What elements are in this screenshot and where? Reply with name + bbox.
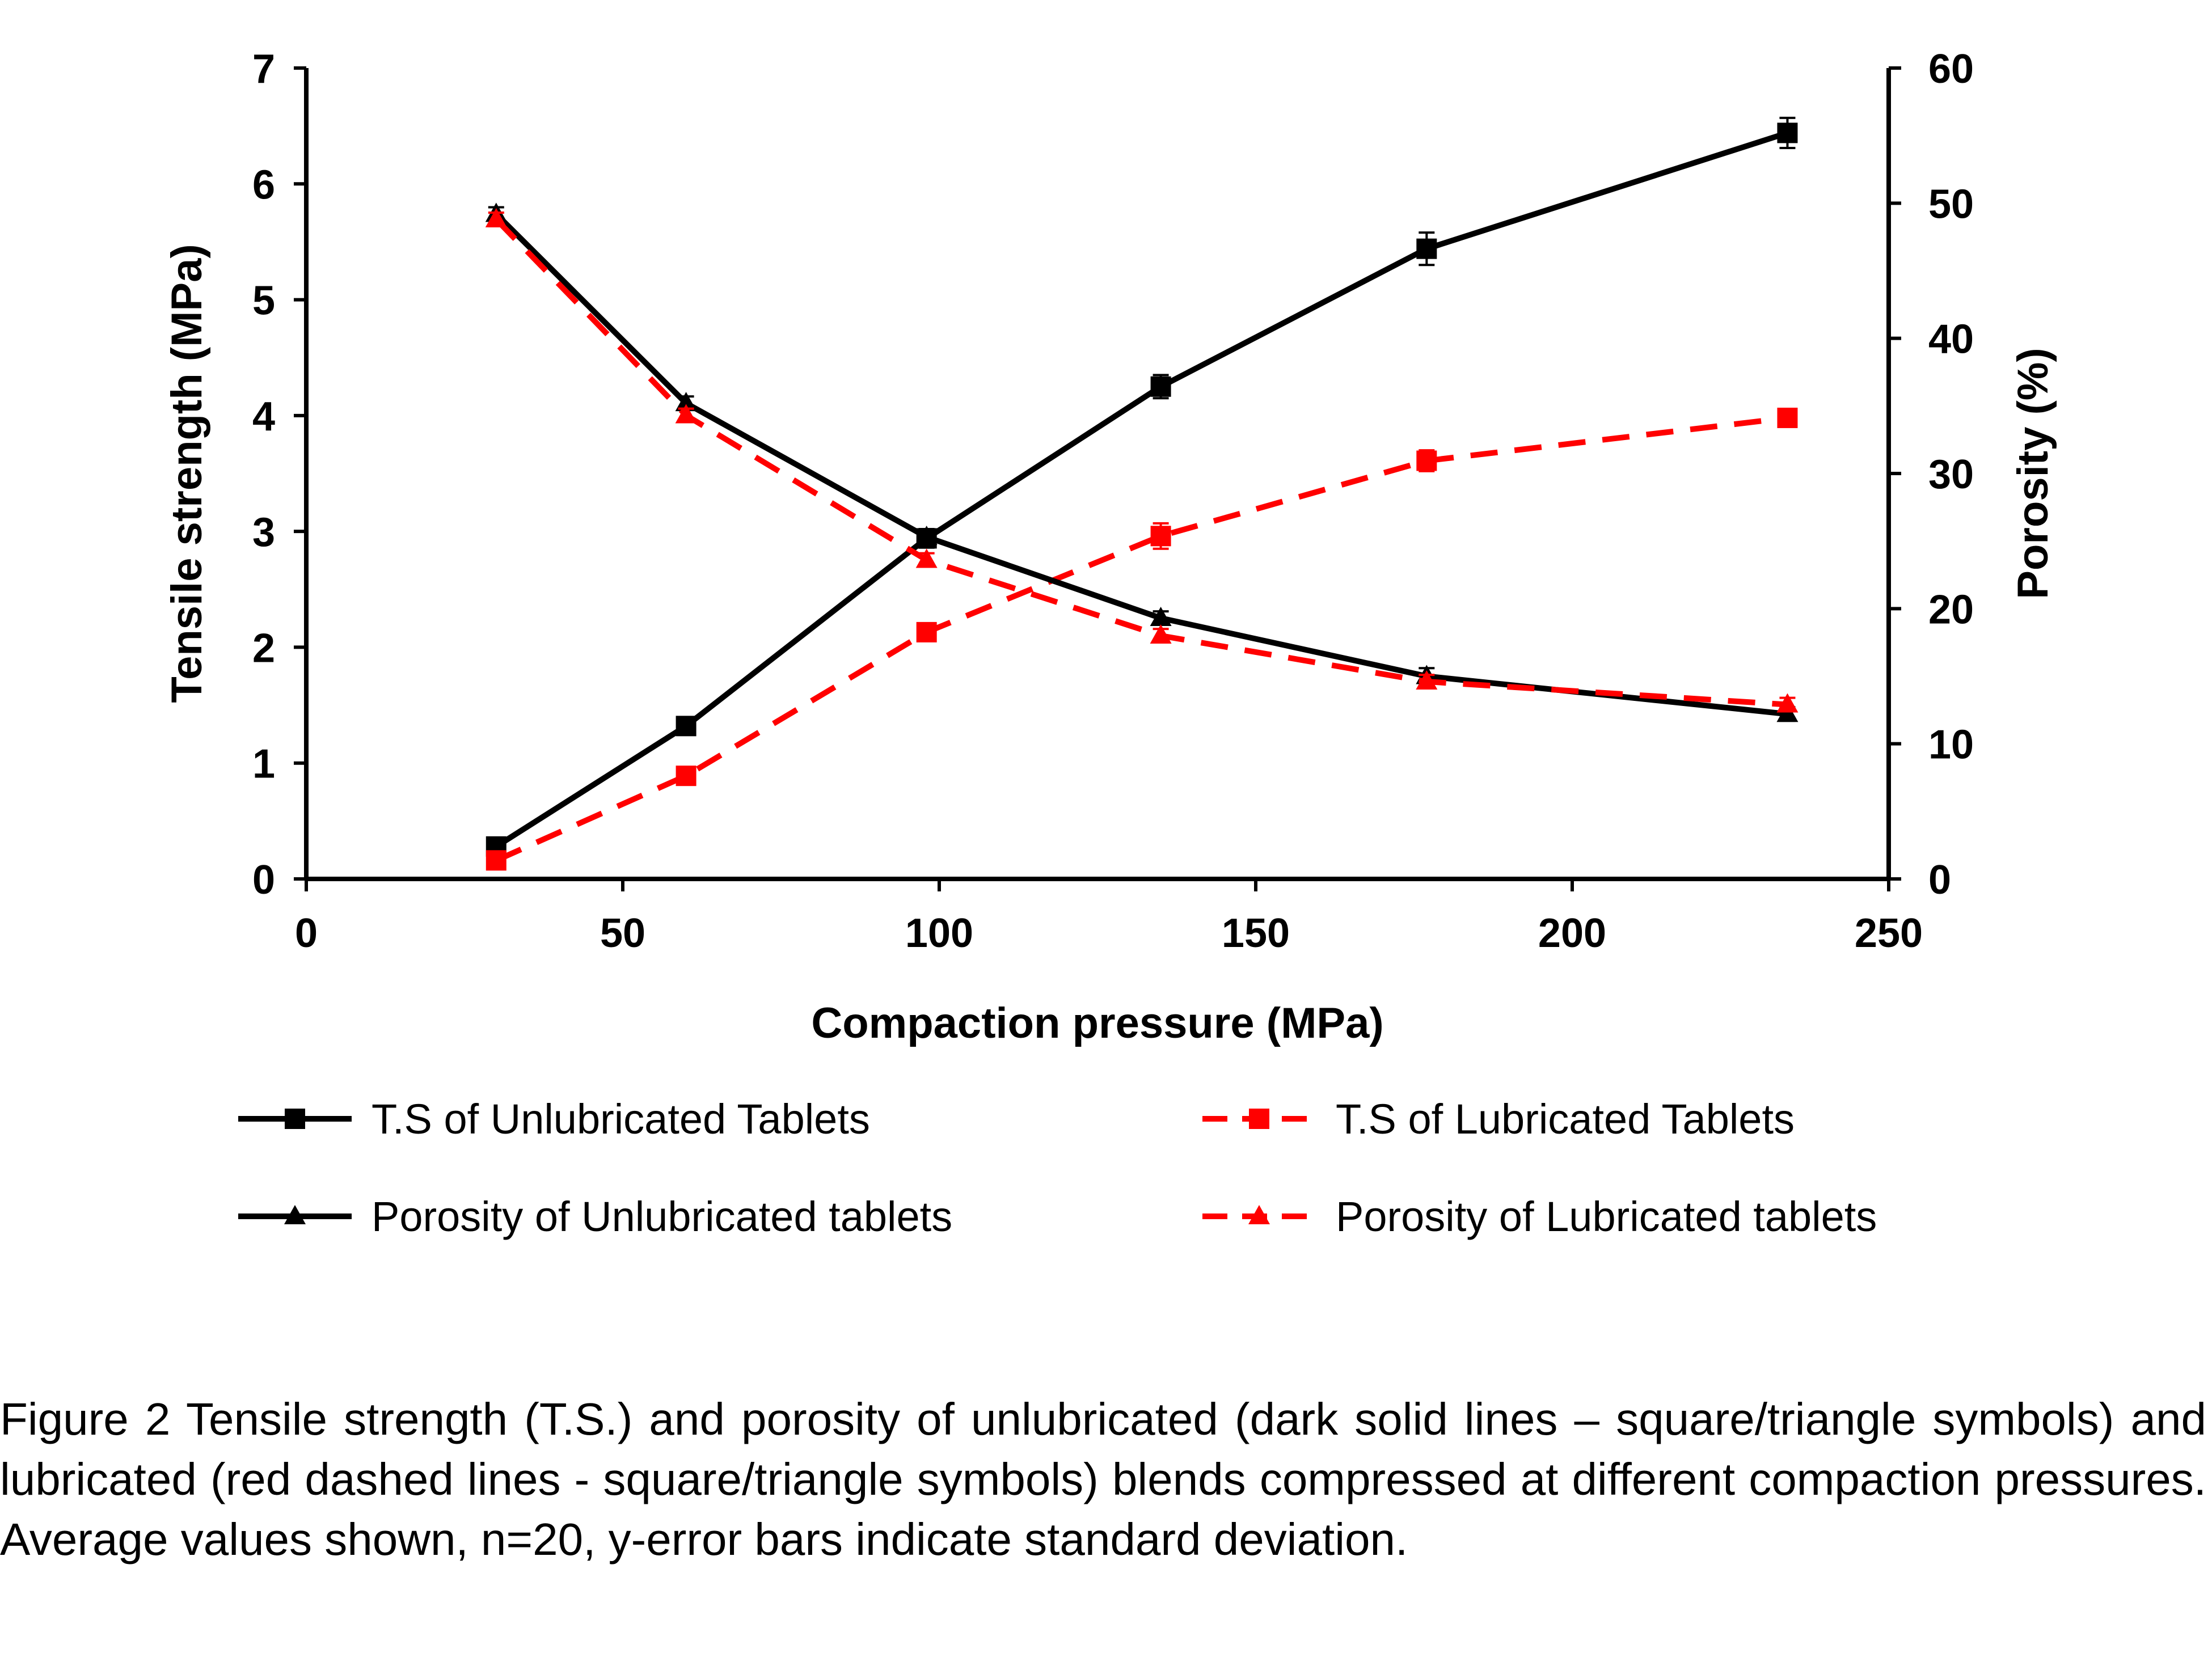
y2-axis-title: Porosity (%) bbox=[2009, 348, 2057, 599]
legend-marker bbox=[1248, 1205, 1270, 1224]
legend: T.S of Unlubricated Tablets T.S of Lubric… bbox=[238, 1096, 1877, 1240]
legend-label: T.S of Lubricated Tablets bbox=[1336, 1096, 1795, 1143]
series-line bbox=[494, 212, 1788, 717]
x-tick-label: 150 bbox=[1222, 911, 1290, 956]
y2-tick-label: 20 bbox=[1928, 587, 1974, 632]
y-tick-label: 4 bbox=[252, 394, 275, 439]
y-tick-label: 6 bbox=[252, 162, 275, 208]
series-layer bbox=[485, 116, 1799, 871]
x-axis-title: Compaction pressure (MPa) bbox=[811, 999, 1383, 1047]
series-4 bbox=[485, 208, 1799, 713]
data-point bbox=[1150, 607, 1172, 627]
y-axis-title: Tensile strength (MPa) bbox=[163, 244, 211, 703]
x-tick-label: 0 bbox=[295, 911, 318, 956]
data-point bbox=[1776, 693, 1799, 713]
y-tick-label: 5 bbox=[252, 278, 275, 324]
y-tick-label: 2 bbox=[252, 625, 275, 671]
data-point bbox=[486, 850, 506, 871]
data-point bbox=[675, 404, 697, 424]
data-point bbox=[915, 548, 938, 568]
y2-tick-label: 60 bbox=[1928, 46, 1974, 92]
x-tick-label: 200 bbox=[1538, 911, 1606, 956]
legend-label: T.S of Unlubricated Tablets bbox=[372, 1096, 870, 1143]
data-point bbox=[915, 526, 938, 546]
data-point bbox=[1150, 376, 1171, 397]
figure-caption: Figure 2 Tensile strength (T.S.) and por… bbox=[0, 1394, 2206, 1564]
data-point bbox=[675, 392, 697, 412]
legend-item: T.S of Lubricated Tablets bbox=[1202, 1096, 1795, 1143]
y-tick-label: 0 bbox=[252, 857, 275, 903]
data-point bbox=[1777, 122, 1798, 143]
data-point bbox=[1150, 526, 1171, 547]
series-line bbox=[495, 130, 1788, 849]
data-point bbox=[916, 621, 937, 642]
series-1 bbox=[486, 116, 1798, 857]
y2-tick-label: 50 bbox=[1928, 181, 1974, 227]
legend-marker bbox=[284, 1205, 306, 1224]
data-point bbox=[1416, 450, 1437, 471]
x-tick-label: 50 bbox=[600, 911, 645, 956]
series-2 bbox=[486, 407, 1798, 871]
x-tick-label: 250 bbox=[1855, 911, 1923, 956]
x-tick-label: 100 bbox=[905, 911, 973, 956]
legend-item: T.S of Unlubricated Tablets bbox=[238, 1096, 870, 1143]
y-tick-label: 3 bbox=[252, 510, 275, 555]
legend-label: Porosity of Unlubricated tablets bbox=[372, 1193, 952, 1240]
axes bbox=[304, 68, 1891, 881]
y-tick-label: 7 bbox=[252, 46, 275, 92]
data-point bbox=[676, 716, 696, 737]
y2-tick-label: 30 bbox=[1928, 452, 1974, 497]
series-line bbox=[495, 415, 1788, 863]
legend-item: Porosity of Unlubricated tablets bbox=[238, 1193, 952, 1240]
data-point bbox=[676, 766, 696, 787]
y2-tick-label: 10 bbox=[1928, 722, 1974, 768]
legend-marker bbox=[1249, 1109, 1269, 1129]
series-line bbox=[494, 217, 1788, 708]
legend-marker bbox=[285, 1109, 305, 1129]
data-point bbox=[1150, 624, 1172, 644]
y2-tick-label: 0 bbox=[1928, 857, 1951, 903]
legend-label: Porosity of Lubricated tablets bbox=[1336, 1193, 1877, 1240]
data-point bbox=[1416, 238, 1437, 259]
y2-tick-label: 40 bbox=[1928, 317, 1974, 362]
data-point bbox=[1416, 670, 1438, 690]
series-3 bbox=[485, 202, 1799, 722]
y-tick-label: 1 bbox=[252, 742, 275, 787]
data-point bbox=[485, 208, 507, 227]
data-point bbox=[1777, 407, 1798, 428]
legend-item: Porosity of Lubricated tablets bbox=[1202, 1193, 1877, 1240]
